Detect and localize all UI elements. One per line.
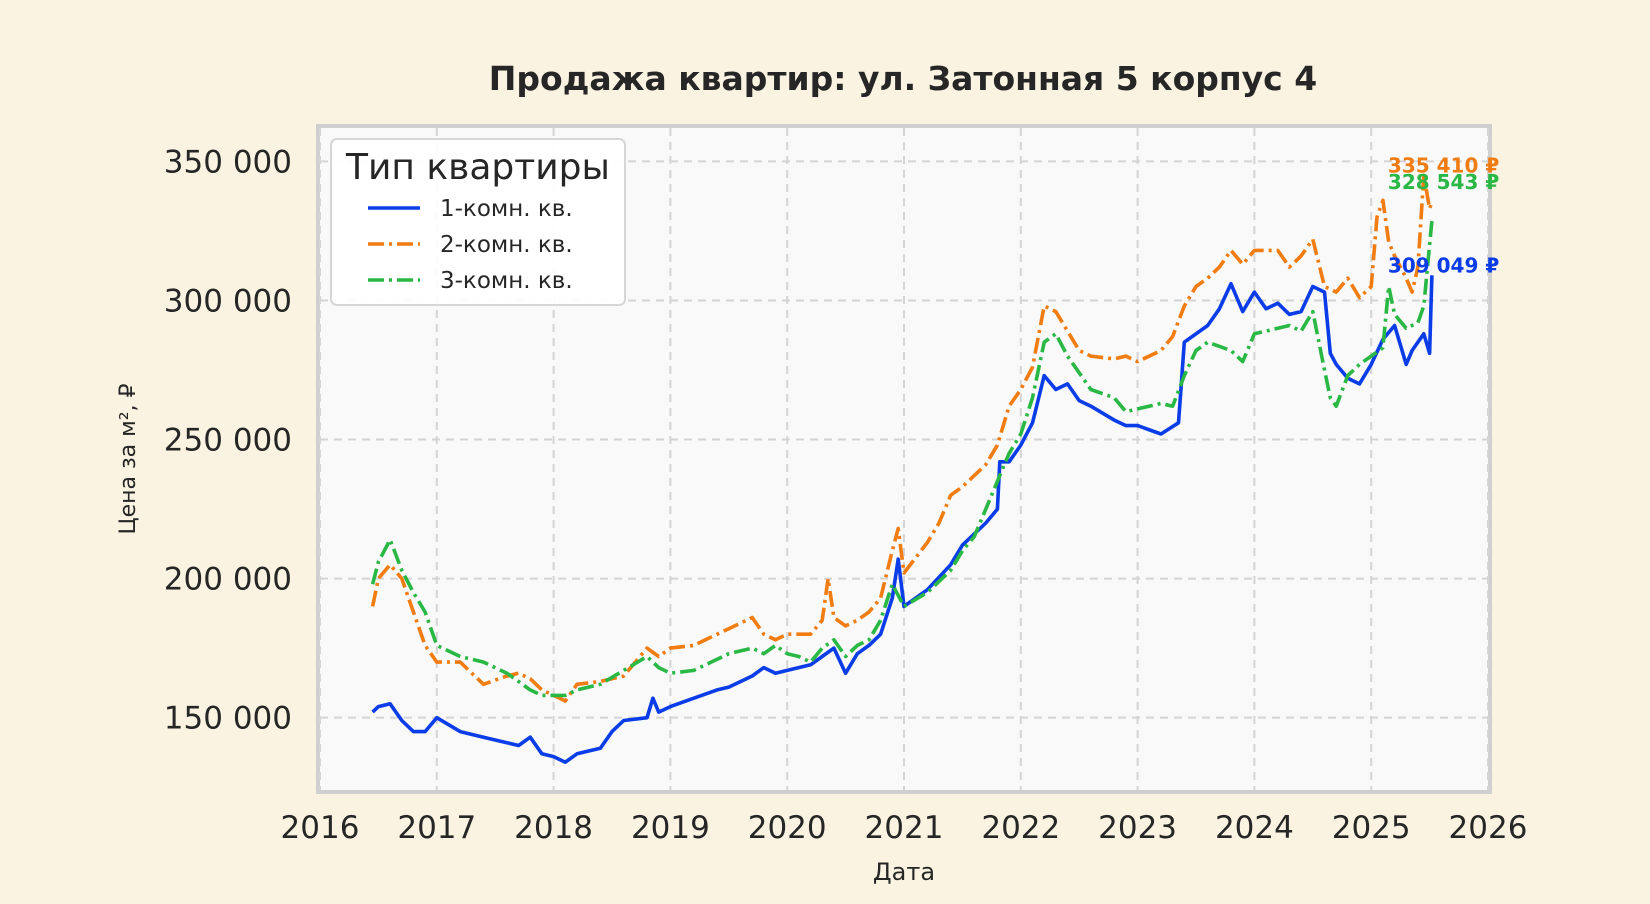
x-axis-label: Дата <box>873 858 935 886</box>
legend-items: 1-комн. кв. 2-комн. кв. 3-комн. кв. <box>368 196 573 294</box>
grid <box>319 128 1489 790</box>
y-tick-label: 300 000 <box>164 283 292 319</box>
legend-label-1: 1-комн. кв. <box>440 196 573 222</box>
y-tick-label: 250 000 <box>164 423 292 459</box>
x-tick-label: 2021 <box>865 810 944 846</box>
x-tick-label: 2016 <box>281 810 360 846</box>
legend-box <box>330 138 626 306</box>
series-line-2 <box>370 173 1434 703</box>
series-lines <box>370 173 1434 765</box>
x-tick-label: 2024 <box>1215 810 1294 846</box>
legend-label-2: 2-комн. кв. <box>440 232 573 258</box>
x-tick-label: 2017 <box>397 810 476 846</box>
series-line-3 <box>370 220 1434 698</box>
chart-title: Продажа квартир: ул. Затонная 5 корпус 4 <box>489 59 1317 98</box>
x-tick-label: 2020 <box>748 810 827 846</box>
legend-title: Тип квартиры <box>345 147 610 188</box>
y-tick-label: 150 000 <box>164 701 292 737</box>
y-tick-label: 200 000 <box>164 562 292 598</box>
x-tick-label: 2018 <box>514 810 593 846</box>
x-tick-label: 2025 <box>1332 810 1411 846</box>
x-tick-label: 2026 <box>1449 810 1528 846</box>
end-labels: 309 049 ₽ 335 410 ₽328 543 ₽ <box>1388 154 1499 278</box>
x-tick-label: 2023 <box>1098 810 1177 846</box>
x-tick-label: 2022 <box>981 810 1060 846</box>
x-tick-label: 2019 <box>631 810 710 846</box>
end-value-label-1: 309 049 ₽ <box>1388 253 1499 277</box>
y-tick-label: 350 000 <box>164 144 292 180</box>
y-axis-label: Цена за м², ₽ <box>116 383 141 534</box>
series-line-1 <box>371 275 1434 765</box>
tick-labels: 2016 2017 2018 2019 2020 2021 2022 2023 2024 2025… <box>164 144 1528 846</box>
legend-label-3: 3-комн. кв. <box>440 268 573 294</box>
end-value-label-3: 328 543 ₽ <box>1388 170 1499 194</box>
legend: Тип квартиры 1-комн. кв. 2-комн. кв. 3-ком… <box>330 138 626 306</box>
end-value-label-2: 335 410 ₽ <box>1388 154 1499 178</box>
